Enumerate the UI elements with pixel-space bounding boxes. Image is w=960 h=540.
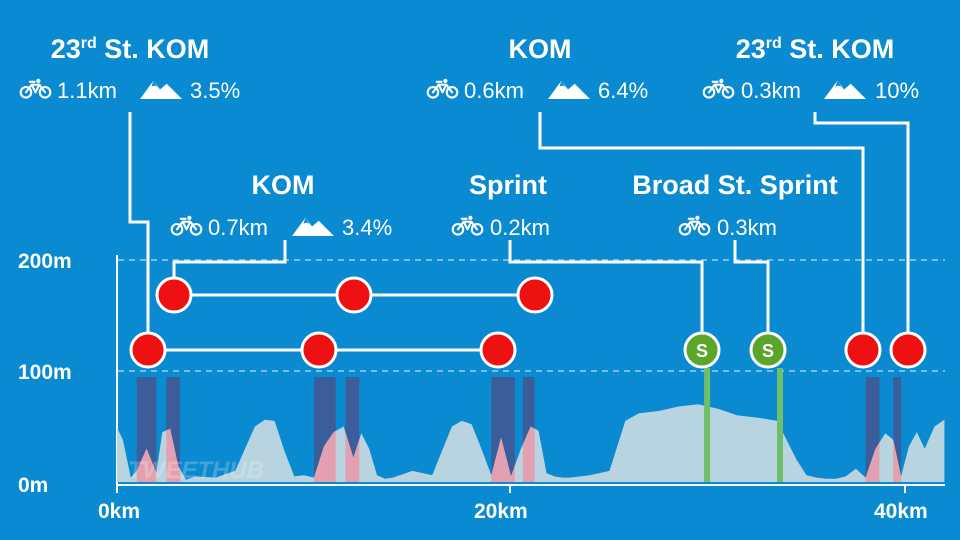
marker-sprint[interactable] [683, 331, 721, 369]
leader-line-kom-2 [538, 112, 865, 350]
marker-kom-row1-b[interactable] [300, 331, 338, 369]
marker-kom-row1-a[interactable] [129, 331, 167, 369]
bicycle-icon [451, 215, 484, 236]
bicycle-icon [702, 78, 735, 99]
segment-label-kom-2: KOM 0.6km 6.4% [426, 34, 648, 103]
sprint-band-1 [777, 368, 783, 482]
segment-title: KOM [509, 34, 572, 64]
segment-grade: 10% [875, 78, 919, 103]
segment-grade: 6.4% [598, 78, 648, 103]
segment-distance: 0.2km [490, 215, 550, 240]
y-tick-label-0: 0m [18, 474, 48, 497]
climb-band-5 [522, 377, 535, 482]
mountain-icon [140, 80, 182, 99]
segment-markers: S S [129, 276, 927, 369]
leader-line-sprint [508, 240, 704, 350]
marker-23rd-kom-end-b[interactable] [889, 331, 927, 369]
segment-title: Sprint [469, 170, 547, 200]
mountain-icon [292, 217, 334, 236]
bicycle-icon [678, 215, 711, 236]
x-tick-label-40: 40km [874, 500, 928, 523]
climb-fill-5 [522, 404, 535, 482]
y-tick-label-200: 200m [18, 250, 72, 273]
marker-kom-row1-c[interactable] [479, 331, 517, 369]
watermark: TWEETHUB [128, 457, 264, 484]
segment-distance: 1.1km [57, 78, 117, 103]
mountain-icon [824, 80, 866, 99]
segment-label-23rd-st-kom-1: 23rd St. KOM 1.1km 3.5% [19, 34, 240, 103]
segment-title: KOM [252, 170, 315, 200]
segment-grade: 3.4% [342, 215, 392, 240]
leader-line-broad-sprint [733, 240, 770, 350]
leader-line-kom-1 [172, 240, 287, 295]
x-tick-label-0: 0km [98, 500, 140, 523]
segment-title: Broad St. Sprint [632, 170, 838, 200]
segment-distance: 0.3km [717, 215, 777, 240]
leader-line-23rd-kom-1 [128, 112, 150, 350]
segment-label-broad-st-sprint: Broad St. Sprint 0.3km [632, 170, 838, 240]
mountain-icon [548, 80, 590, 99]
sprint-band-0 [704, 368, 711, 482]
segment-distance: 0.3km [741, 78, 801, 103]
marker-kom-row2-a[interactable] [155, 276, 193, 314]
segment-label-23rd-st-kom-2: 23rd St. KOM 0.3km 10% [702, 34, 919, 103]
bicycle-icon [19, 78, 52, 99]
segment-label-kom-1: KOM 0.7km 3.4% [170, 170, 392, 240]
marker-broad-st-sprint[interactable] [749, 331, 787, 369]
x-tick-label-20: 20km [474, 500, 528, 523]
broad-sprint-badge-label: S [762, 341, 774, 361]
climb-band-7 [893, 377, 902, 482]
segment-distance: 0.7km [208, 215, 268, 240]
segment-title: 23rd St. KOM [51, 34, 210, 64]
climb-band-0 [136, 377, 157, 482]
segment-title: 23rd St. KOM [736, 34, 895, 64]
marker-kom-row2-b[interactable] [335, 276, 373, 314]
y-tick-label-100: 100m [18, 361, 72, 384]
segment-label-sprint: Sprint 0.2km [451, 170, 550, 240]
leader-line-23rd-kom-2 [813, 112, 910, 350]
marker-kom-row2-c[interactable] [516, 276, 554, 314]
bicycle-icon [170, 215, 203, 236]
segment-grade: 3.5% [190, 78, 240, 103]
segment-distance: 0.6km [464, 78, 524, 103]
bicycle-icon [426, 78, 459, 99]
marker-23rd-kom-end-a[interactable] [844, 331, 882, 369]
sprint-badge-label: S [696, 341, 708, 361]
